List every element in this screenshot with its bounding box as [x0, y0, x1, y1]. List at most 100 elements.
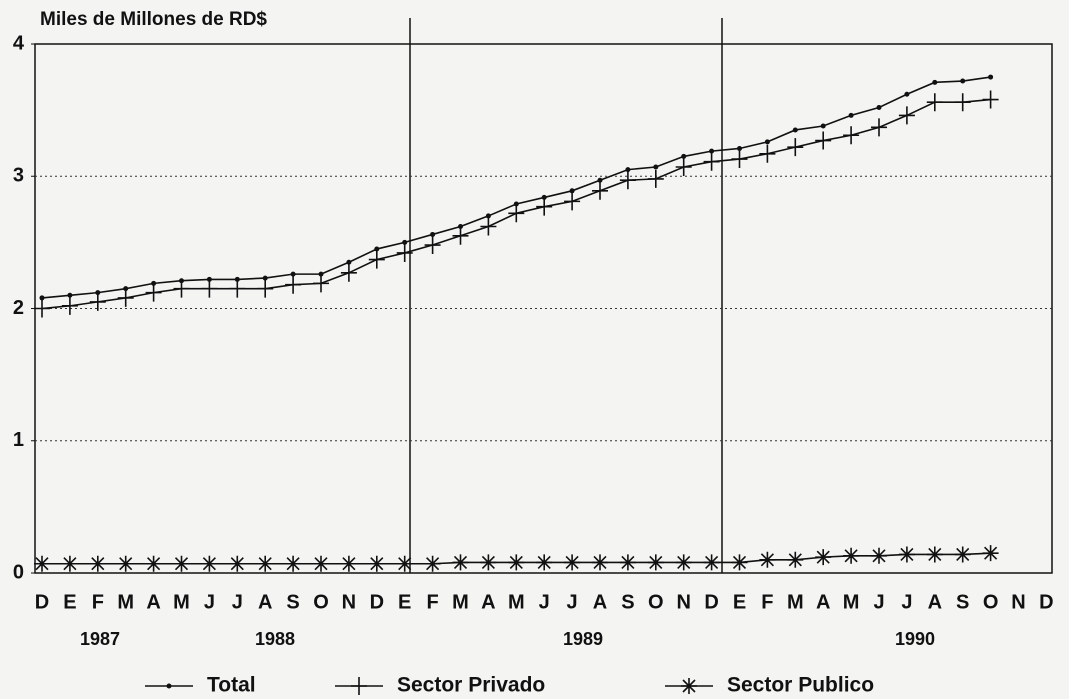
- x-tick-label: S: [621, 591, 634, 613]
- point: [675, 554, 692, 571]
- x-tick-label: M: [787, 591, 804, 613]
- y-tick-label: 3: [13, 165, 24, 187]
- x-tick-label: E: [63, 591, 76, 613]
- y-tick-label: 0: [13, 561, 24, 583]
- point: [625, 167, 631, 173]
- x-tick-label: N: [342, 591, 356, 613]
- legend-marker: [351, 677, 367, 695]
- point: [117, 288, 134, 307]
- point: [257, 279, 274, 298]
- x-tick-label: S: [286, 591, 299, 613]
- series-line: [41, 76, 991, 299]
- point: [737, 145, 742, 151]
- legend-marker: [166, 683, 172, 689]
- point: [285, 275, 302, 294]
- point: [313, 274, 329, 293]
- point: [988, 74, 994, 80]
- point: [619, 554, 636, 571]
- point: [843, 547, 860, 564]
- point: [513, 201, 519, 207]
- point: [932, 79, 938, 85]
- x-tick-label: N: [676, 591, 690, 613]
- point: [61, 555, 78, 572]
- point: [592, 181, 608, 200]
- point: [569, 188, 575, 194]
- x-tick-label: D: [370, 591, 384, 613]
- point: [229, 555, 246, 572]
- year-label: 1988: [255, 629, 295, 649]
- point: [452, 554, 469, 571]
- x-tick-label: F: [761, 591, 773, 613]
- point: [815, 549, 832, 566]
- point: [759, 144, 776, 163]
- point: [820, 123, 826, 129]
- point: [290, 271, 296, 277]
- point: [452, 226, 469, 245]
- point: [234, 276, 240, 282]
- point: [541, 194, 547, 200]
- x-tick-label: D: [35, 591, 49, 613]
- point: [926, 93, 943, 112]
- x-tick-label: A: [816, 591, 830, 613]
- point: [95, 290, 101, 296]
- point: [430, 231, 436, 237]
- x-tick-label: A: [146, 591, 160, 613]
- point: [424, 236, 441, 255]
- point: [34, 555, 50, 572]
- point: [536, 554, 553, 571]
- point: [731, 554, 748, 571]
- point: [402, 239, 408, 245]
- x-tick-label: A: [258, 591, 272, 613]
- point: [508, 204, 525, 223]
- year-label: 1990: [895, 629, 935, 649]
- point: [368, 250, 385, 269]
- point: [508, 554, 525, 571]
- point: [876, 104, 882, 110]
- year-label: 1987: [80, 629, 120, 649]
- point: [285, 555, 302, 572]
- point: [960, 78, 966, 84]
- point: [117, 555, 134, 572]
- plot-frame: [34, 43, 1053, 574]
- x-tick-label: M: [452, 591, 469, 613]
- point: [39, 295, 45, 301]
- x-tick-label: D: [1039, 591, 1053, 613]
- point: [340, 555, 357, 572]
- point: [904, 91, 910, 97]
- legend-label: Total: [207, 674, 256, 697]
- x-tick-label: M: [843, 591, 860, 613]
- legend-label: Sector Publico: [727, 674, 874, 697]
- x-tick-label: E: [733, 591, 746, 613]
- y-tick-label: 2: [13, 297, 24, 319]
- x-tick-label: O: [648, 591, 664, 613]
- point: [206, 276, 212, 282]
- point: [151, 280, 157, 286]
- point: [145, 555, 162, 572]
- point: [792, 127, 798, 133]
- point: [871, 118, 887, 137]
- point: [340, 263, 357, 282]
- x-tick-label: A: [481, 591, 495, 613]
- x-tick-label: J: [539, 591, 550, 613]
- x-tick-label: J: [901, 591, 912, 613]
- point: [313, 555, 329, 572]
- point: [89, 292, 106, 311]
- point: [257, 555, 274, 572]
- point: [653, 164, 659, 170]
- point: [898, 106, 915, 125]
- x-tick-label: N: [1011, 591, 1025, 613]
- point: [536, 197, 553, 216]
- x-tick-label: J: [232, 591, 243, 613]
- point: [173, 279, 190, 298]
- point: [675, 157, 692, 176]
- point: [346, 259, 352, 265]
- point: [703, 152, 720, 171]
- point: [201, 279, 218, 298]
- point: [318, 271, 324, 277]
- point: [592, 554, 608, 571]
- x-tick-label: F: [92, 591, 104, 613]
- point: [647, 554, 664, 571]
- point: [787, 138, 804, 157]
- legend-marker: [681, 678, 697, 694]
